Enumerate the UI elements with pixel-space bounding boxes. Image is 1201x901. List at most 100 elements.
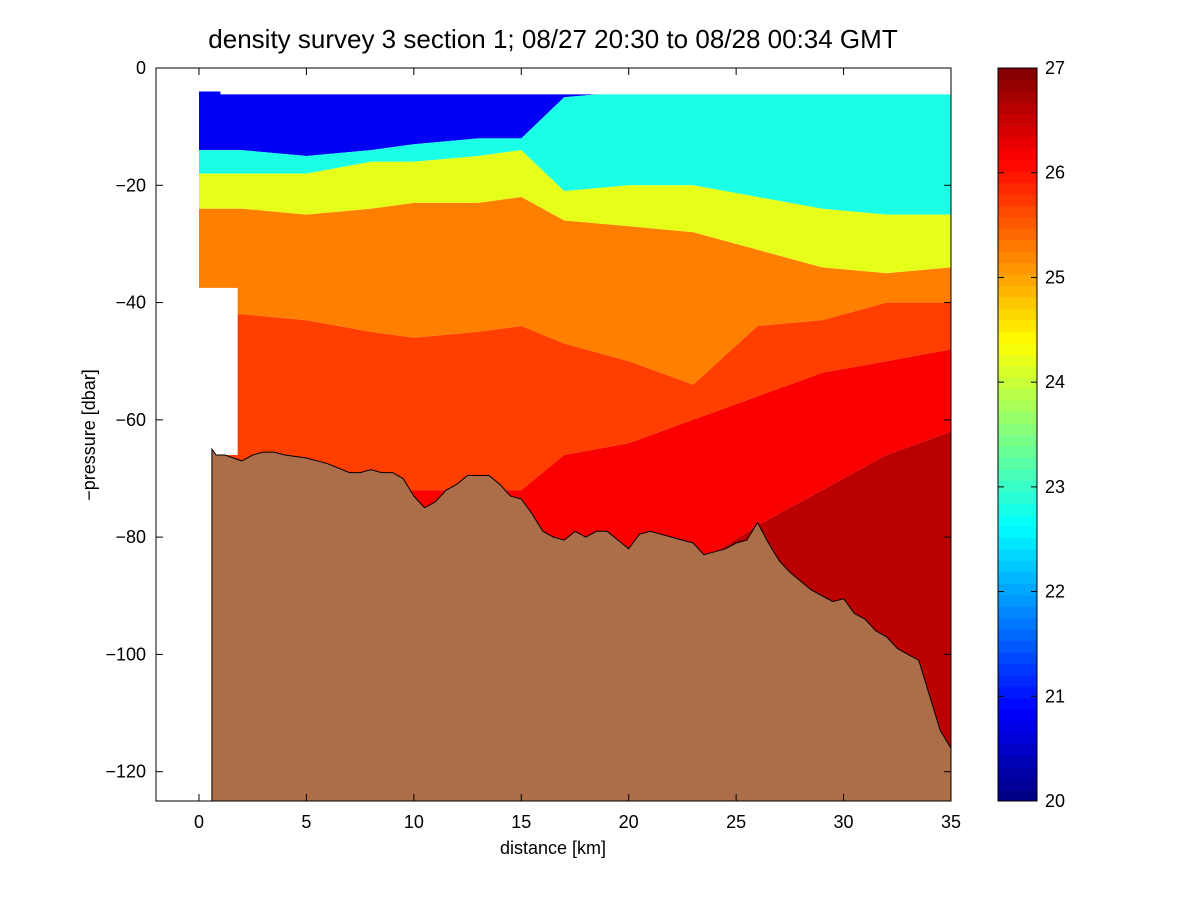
colorbar-step [998,755,1037,768]
x-axis-label: distance [km] [500,838,606,858]
colorbar-step [998,526,1037,539]
colorbar-step [998,480,1037,493]
colorbar-step [998,251,1037,264]
colorbar-step [998,79,1037,92]
colorbar-tick-label: 23 [1045,477,1065,497]
y-tick-label: −60 [115,410,146,430]
colorbar-tick-label: 24 [1045,372,1065,392]
x-axis: 0 5 10 15 20 25 30 35 [194,68,961,832]
colorbar-step [998,193,1037,206]
colorbar-step [998,216,1037,229]
colorbar-step [998,262,1037,275]
colorbar-tick-label: 25 [1045,267,1065,287]
y-axis: 0 −20 −40 −60 −80 −100 −120 [105,58,951,782]
colorbar-step [998,411,1037,424]
colorbar-frame [997,67,1038,802]
colorbar-step [998,388,1037,401]
colorbar-step [998,549,1037,561]
colorbar: 20 21 22 23 24 25 26 27 [997,58,1065,811]
y-tick-label: −20 [115,175,146,195]
colorbar-step [998,102,1037,115]
x-tick-label: 20 [619,812,639,832]
y-tick-label: −120 [105,762,146,782]
colorbar-step [998,354,1037,367]
colorbar-step [998,732,1037,745]
colorbar-step [998,514,1037,527]
y-tick-label: −100 [105,644,146,664]
colorbar-step [998,571,1037,584]
colorbar-step [998,503,1037,516]
x-tick-label: 5 [301,812,311,832]
colorbar-step [998,365,1037,378]
colorbar-step [998,560,1037,573]
colorbar-tick-label: 21 [1045,686,1065,706]
colorbar-step [998,342,1037,355]
colorbar-step [998,285,1037,298]
colorbar-tick-label: 20 [1045,791,1065,811]
colorbar-tick-label: 26 [1045,163,1065,183]
density-band [199,91,951,156]
x-tick-label: 25 [726,812,746,832]
colorbar-step [998,652,1037,665]
colorbar-step [998,606,1037,619]
colorbar-step [998,675,1037,687]
colorbar-step [998,125,1037,138]
colorbar-step [998,423,1037,435]
chart-title: density survey 3 section 1; 08/27 20:30 … [208,24,898,54]
density-band [199,91,951,215]
colorbar-step [998,629,1037,642]
colorbar-step [998,68,1037,80]
colorbar-step [998,697,1037,710]
colorbar-step [998,205,1037,218]
y-tick-label: 0 [136,58,146,78]
density-band [199,302,951,491]
y-tick-label: −80 [115,527,146,547]
x-tick-label: 0 [194,812,204,832]
colorbar-step [998,617,1037,630]
seafloor-bathymetry [211,447,951,801]
colorbar-step [998,90,1037,103]
colorbar-step [998,445,1037,458]
colorbar-step [998,319,1037,332]
colorbar-step [998,331,1037,344]
colorbar-step [998,663,1037,676]
colorbar-step [998,377,1037,390]
colorbar-step [998,308,1037,321]
y-tick-label: −40 [115,293,146,313]
colorbar-tick-label: 27 [1045,58,1065,78]
colorbar-step [998,709,1037,722]
colorbar-step [998,171,1037,184]
x-tick-label: 10 [404,812,424,832]
colorbar-step [998,594,1037,607]
colorbar-step [998,743,1037,756]
colorbar-step [998,686,1037,699]
colorbar-step [998,434,1037,447]
x-tick-label: 30 [834,812,854,832]
colorbar-step [998,274,1037,287]
colorbar-step [998,789,1037,802]
colorbar-step [998,640,1037,653]
density-band [199,197,951,385]
colorbar-step [998,159,1037,172]
colorbar-step [998,537,1037,550]
colorbar-ticks: 20 21 22 23 24 25 26 27 [998,58,1065,811]
colorbar-steps [998,68,1037,802]
colorbar-step [998,136,1037,149]
plot-area [156,68,951,801]
colorbar-step [998,468,1037,481]
colorbar-step [998,766,1037,779]
colorbar-step [998,239,1037,252]
colorbar-step [998,148,1037,161]
x-tick-label: 15 [511,812,531,832]
colorbar-step [998,583,1037,596]
y-axis-label: −pressure [dbar] [79,369,99,501]
colorbar-tick-label: 22 [1045,582,1065,602]
colorbar-step [998,457,1037,470]
plot-frame [155,67,952,802]
colorbar-step [998,778,1037,791]
colorbar-step [998,228,1037,241]
colorbar-step [998,400,1037,413]
colorbar-step [998,182,1037,195]
colorbar-step [998,491,1037,504]
